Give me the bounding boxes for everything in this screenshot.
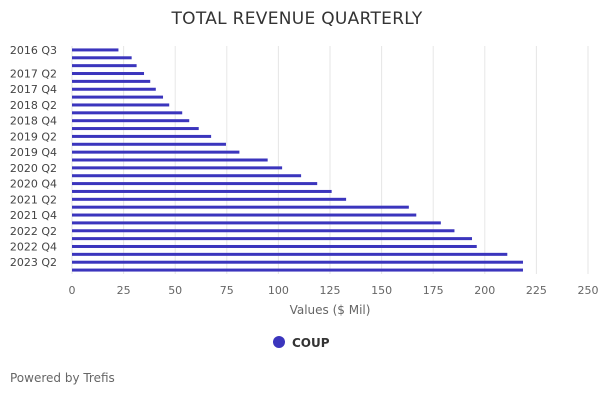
bar[interactable] [72, 229, 455, 233]
gridlines [71, 46, 589, 274]
y-tick-label: 2019 Q2 [10, 130, 57, 143]
x-tick-label: 0 [69, 284, 76, 297]
chart-title: TOTAL REVENUE QUARTERLY [170, 9, 422, 29]
y-tick-label: 2018 Q2 [10, 99, 57, 112]
y-tick-label: 2019 Q4 [10, 146, 57, 159]
x-tick-label: 100 [268, 284, 289, 297]
y-tick-label: 2018 Q4 [10, 115, 57, 128]
bar[interactable] [72, 95, 164, 99]
x-tick-label: 150 [371, 284, 392, 297]
y-tick-label: 2017 Q4 [10, 83, 57, 96]
y-tick-label: 2020 Q2 [10, 162, 57, 175]
y-tick-label: 2020 Q4 [10, 178, 57, 191]
bar[interactable] [72, 182, 318, 186]
y-tick-label: 2016 Q3 [10, 44, 57, 57]
bar[interactable] [72, 189, 332, 193]
x-tick-label: 225 [526, 284, 547, 297]
bar[interactable] [72, 252, 508, 256]
y-tick-label: 2021 Q2 [10, 193, 57, 206]
bar[interactable] [72, 221, 441, 225]
x-tick-label: 25 [117, 284, 131, 297]
bar[interactable] [72, 205, 409, 209]
bar[interactable] [72, 213, 417, 217]
x-tick-label: 125 [320, 284, 341, 297]
bar[interactable] [72, 197, 347, 201]
bar[interactable] [72, 79, 151, 83]
bar[interactable] [72, 134, 212, 138]
bar[interactable] [72, 260, 523, 264]
bar[interactable] [72, 142, 226, 146]
bar[interactable] [72, 268, 523, 272]
legend-marker[interactable] [273, 336, 285, 348]
bar[interactable] [72, 103, 170, 107]
x-tick-labels: 0 25 50 75 100 125 150 175 200 225 250 [69, 284, 599, 297]
legend[interactable]: COUP [273, 336, 330, 350]
bar[interactable] [72, 244, 477, 248]
x-tick-label: 75 [220, 284, 234, 297]
bar[interactable] [72, 64, 137, 68]
x-tick-label: 50 [168, 284, 182, 297]
bar[interactable] [72, 127, 199, 131]
bar[interactable] [72, 56, 132, 60]
bar[interactable] [72, 166, 283, 170]
bar[interactable] [72, 111, 183, 115]
y-tick-label: 2022 Q4 [10, 240, 57, 253]
bars [72, 48, 523, 272]
bar[interactable] [72, 158, 268, 162]
y-tick-labels: 2016 Q3 2017 Q2 2017 Q4 2018 Q2 2018 Q4 2019 … [10, 44, 57, 269]
y-tick-label: 2022 Q2 [10, 225, 57, 238]
x-tick-label: 250 [578, 284, 599, 297]
bar[interactable] [72, 237, 473, 241]
powered-by-credit: Powered by Trefis [10, 371, 115, 385]
bar[interactable] [72, 72, 145, 76]
x-axis-title: Values ($ Mil) [290, 303, 371, 317]
y-tick-label: 2021 Q4 [10, 209, 57, 222]
bar[interactable] [72, 48, 119, 52]
x-tick-label: 200 [474, 284, 495, 297]
y-tick-label: 2023 Q2 [10, 256, 57, 269]
bar[interactable] [72, 174, 302, 178]
bar[interactable] [72, 119, 190, 123]
bar[interactable] [72, 150, 240, 154]
x-tick-label: 175 [423, 284, 444, 297]
legend-label[interactable]: COUP [292, 336, 330, 350]
y-tick-label: 2017 Q2 [10, 68, 57, 81]
bar[interactable] [72, 87, 156, 91]
